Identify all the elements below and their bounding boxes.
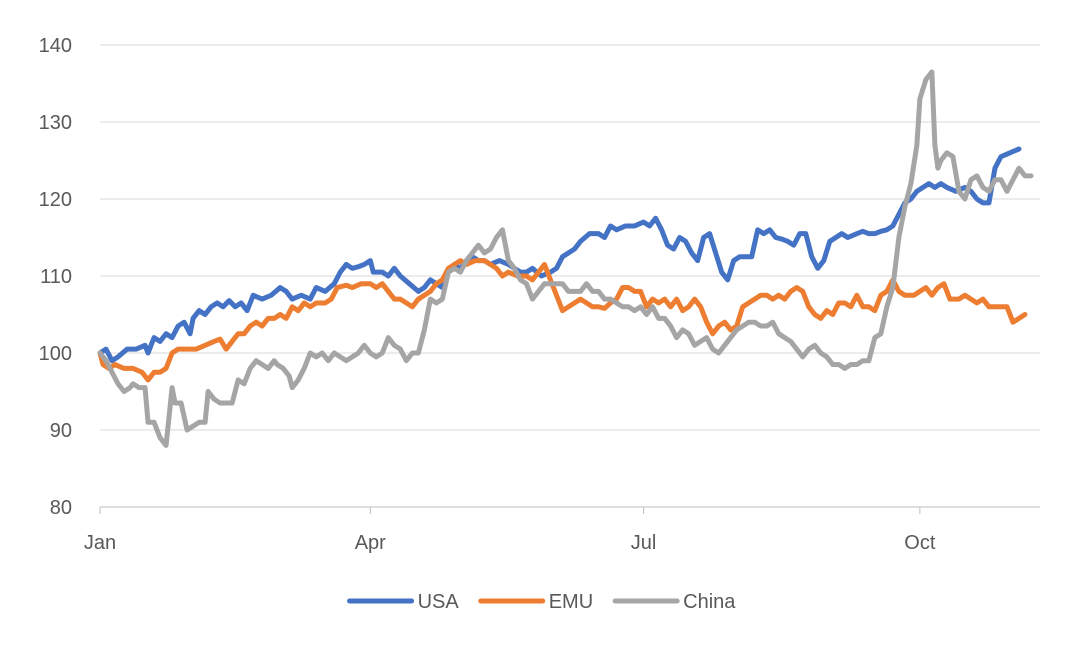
y-axis-tick-labels: 80 90 100 110 120 130 140 — [39, 35, 72, 519]
y-tick-label: 130 — [39, 112, 72, 134]
series-line-emu — [97, 258, 1028, 383]
y-tick-label: 120 — [39, 189, 72, 211]
series-lines — [97, 69, 1034, 448]
y-tick-label: 140 — [39, 35, 72, 57]
y-tick-label: 90 — [50, 420, 72, 442]
legend-label-emu: EMU — [549, 591, 593, 613]
y-tick-label: 110 — [40, 266, 72, 288]
x-tick-label: Jan — [84, 532, 116, 554]
series-line-usa — [97, 146, 1022, 364]
legend-label-china: China — [683, 591, 736, 613]
x-tick-label: Jul — [631, 532, 657, 554]
x-tick-label: Oct — [904, 532, 936, 554]
y-tick-label: 100 — [39, 343, 72, 365]
series-line-china — [97, 69, 1034, 448]
gridlines — [100, 44, 1040, 431]
x-axis: Jan Apr Jul Oct — [84, 506, 1040, 554]
x-tick-label: Apr — [355, 532, 386, 554]
legend: USA EMU China — [347, 591, 736, 613]
legend-label-usa: USA — [418, 591, 460, 613]
y-tick-label: 80 — [50, 497, 72, 519]
